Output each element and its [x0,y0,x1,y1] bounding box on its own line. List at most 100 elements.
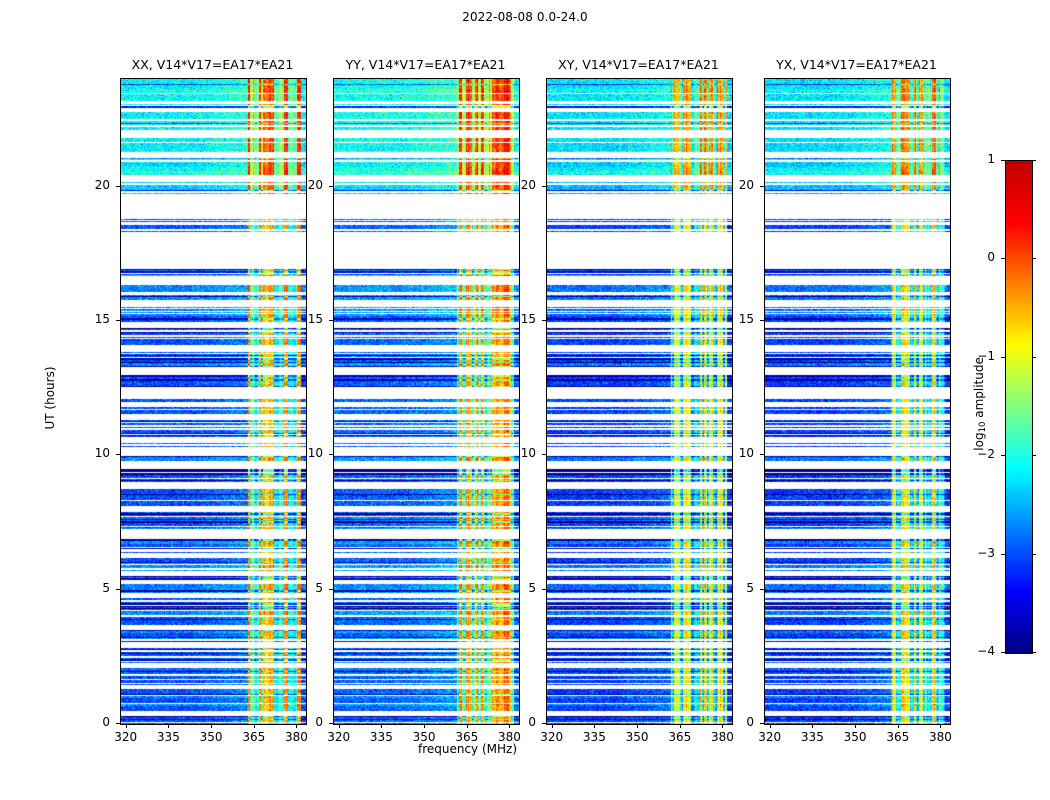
colorbar-tick-mark [1001,160,1005,161]
y-tick-label: 5 [102,580,110,595]
x-tick-mark [552,724,553,728]
colorbar-tick-mark [1001,652,1005,653]
colorbar-tick-mark [1001,357,1005,358]
x-tick-label: 365 [242,730,266,744]
x-tick-label: 365 [455,730,479,744]
panel-title-yy: YY, V14*V17=EA17*EA21 [345,57,506,72]
y-tick-label: 15 [520,311,536,326]
colorbar-tick-mark [1032,455,1036,456]
x-tick-mark [254,724,255,728]
x-tick-mark [770,724,771,728]
colorbar-label: log10 amplitude [972,324,988,484]
x-tick-label: 350 [843,730,867,744]
x-tick-label: 380 [285,730,308,744]
spectrum-axes-yx[interactable] [764,78,951,725]
x-tick-mark [680,724,681,728]
y-tick-label: 10 [520,446,536,461]
y-tick-mark [116,589,120,590]
x-tick-label: 320 [327,730,351,744]
x-tick-mark [509,724,510,728]
y-tick-label: 15 [738,311,754,326]
x-tick-label: 335 [800,730,824,744]
x-tick-mark [211,724,212,728]
colorbar-tick-mark [1032,357,1036,358]
y-tick-mark [760,723,764,724]
y-tick-mark [760,186,764,187]
colorbar-tick-mark [1001,258,1005,259]
x-tick-mark [940,724,941,728]
y-tick-mark [542,723,546,724]
spectrum-axes-xy[interactable] [546,78,733,725]
x-tick-label: 380 [498,730,521,744]
x-tick-label: 320 [540,730,564,744]
colorbar-label-suffix: amplitude [972,357,987,422]
y-tick-label: 10 [738,446,754,461]
y-tick-label: 20 [307,177,323,192]
x-tick-mark [168,724,169,728]
colorbar-tick-label: 1 [987,152,995,166]
y-tick-mark [542,186,546,187]
y-tick-label: 15 [307,311,323,326]
dynamic-spectrum-xx [121,79,306,724]
colorbar-label-subscript: 10 [977,421,988,433]
y-axis-label: UT (hours) [43,365,57,430]
y-tick-mark [329,589,333,590]
dynamic-spectrum-xy [547,79,732,724]
y-tick-label: 5 [528,580,536,595]
x-tick-label: 350 [412,730,436,744]
x-tick-label: 380 [711,730,734,744]
x-tick-label: 350 [199,730,223,744]
panel-title-yx: YX, V14*V17=EA17*EA21 [776,57,937,72]
y-tick-mark [542,320,546,321]
x-tick-label: 365 [886,730,910,744]
y-tick-mark [760,454,764,455]
y-tick-mark [116,723,120,724]
colorbar-label-prefix: log [972,432,987,451]
y-tick-label: 20 [520,177,536,192]
x-tick-mark [855,724,856,728]
y-tick-label: 10 [94,446,110,461]
y-tick-label: 20 [94,177,110,192]
x-tick-mark [637,724,638,728]
colorbar-tick-label: −3 [977,545,995,560]
y-tick-mark [329,723,333,724]
spectrum-axes-yy[interactable] [333,78,520,725]
y-tick-mark [542,454,546,455]
y-tick-label: 0 [746,715,754,729]
spectrum-axes-xx[interactable] [120,78,307,725]
colorbar-tick-label: 0 [987,250,995,265]
y-tick-mark [760,589,764,590]
colorbar-tick-mark [1001,554,1005,555]
y-tick-label: 5 [315,580,323,595]
x-tick-mark [722,724,723,728]
y-tick-mark [116,186,120,187]
colorbar-tick-label: −2 [977,447,995,462]
y-tick-label: 0 [315,715,323,729]
x-tick-mark [381,724,382,728]
x-tick-label: 365 [668,730,692,744]
x-tick-label: 320 [114,730,138,744]
x-tick-label: 335 [156,730,180,744]
colorbar-tick-mark [1032,160,1036,161]
y-tick-label: 0 [102,715,110,729]
x-tick-label: 380 [929,730,952,744]
x-tick-mark [467,724,468,728]
x-tick-mark [812,724,813,728]
y-tick-label: 15 [94,311,110,326]
x-tick-mark [898,724,899,728]
colorbar-tick-mark [1001,455,1005,456]
y-tick-label: 20 [738,177,754,192]
y-tick-mark [116,454,120,455]
x-tick-label: 350 [625,730,649,744]
y-tick-mark [542,589,546,590]
x-tick-label: 335 [582,730,606,744]
y-tick-label: 5 [746,580,754,595]
x-tick-mark [296,724,297,728]
panel-title-xx: XX, V14*V17=EA17*EA21 [131,57,294,72]
x-tick-label: 320 [758,730,782,744]
colorbar-tick-mark [1032,652,1036,653]
y-tick-mark [329,454,333,455]
y-tick-mark [116,320,120,321]
dynamic-spectrum-yx [765,79,950,724]
